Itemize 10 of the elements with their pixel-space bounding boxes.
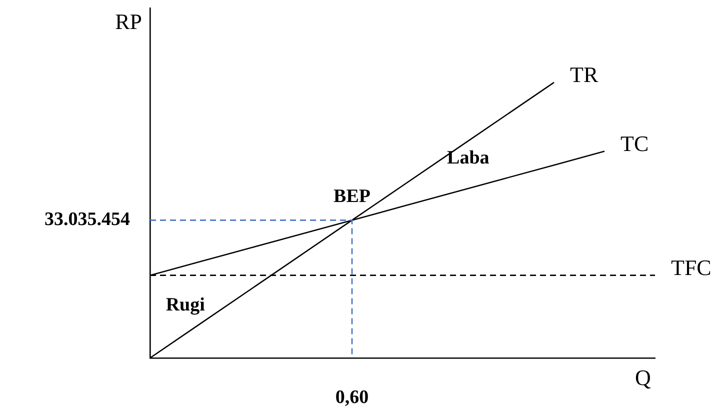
annotation: Laba [447, 147, 490, 168]
y-axis-title: RP [115, 8, 142, 34]
series-label: TFC [671, 255, 712, 280]
series-label: TR [570, 62, 598, 88]
series-label: TC [620, 131, 649, 156]
annotation: Rugi [166, 294, 205, 316]
text: 0,60 [335, 386, 369, 408]
annotation: BEP [334, 186, 371, 208]
text: 33.035.454 [44, 209, 130, 230]
x-axis-title: Q [635, 364, 651, 390]
